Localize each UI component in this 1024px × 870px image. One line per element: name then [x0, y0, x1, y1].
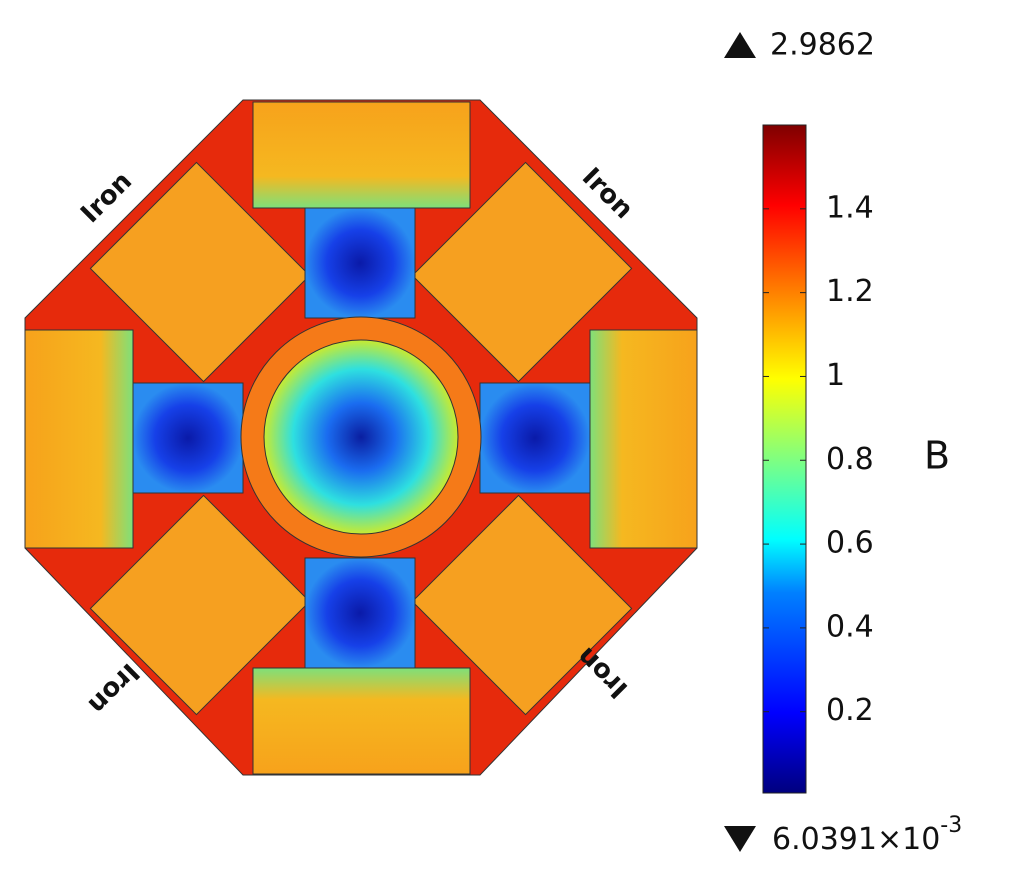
- min-exponent: -3: [940, 813, 962, 838]
- tick-label: 0.4: [826, 609, 874, 644]
- tick-label: 0.6: [826, 526, 874, 561]
- tick-label: 1: [826, 358, 845, 393]
- annotation: Iron: [82, 657, 145, 720]
- colorbar-label: B: [924, 434, 950, 478]
- tick-label: 1.4: [826, 190, 874, 225]
- tick-label: 0.2: [826, 693, 874, 728]
- colorbar: [762, 124, 807, 794]
- max-label: 2.9862: [770, 28, 875, 63]
- max-marker: [724, 32, 756, 58]
- min-mantissa: 6.0391×10: [772, 822, 940, 857]
- min-label: 6.0391×10-3: [772, 813, 962, 857]
- field-map: [24, 99, 698, 776]
- tick-label: 1.2: [826, 274, 874, 309]
- tick-label: 0.8: [826, 442, 874, 477]
- min-marker: [724, 826, 756, 852]
